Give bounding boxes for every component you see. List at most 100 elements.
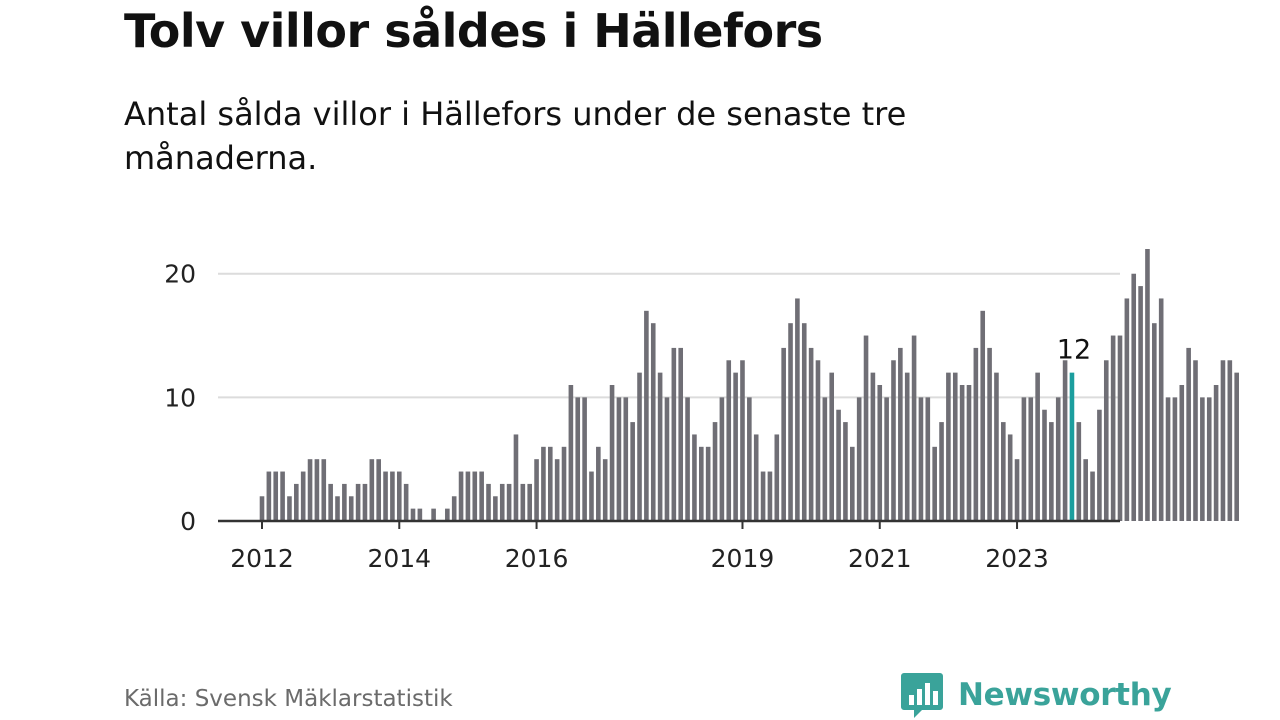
bar bbox=[1069, 372, 1075, 521]
bar bbox=[1097, 409, 1102, 521]
bar bbox=[499, 483, 505, 521]
bar bbox=[541, 446, 546, 521]
bar bbox=[939, 422, 944, 521]
bar bbox=[1193, 360, 1198, 521]
bar bbox=[417, 508, 423, 521]
bar bbox=[698, 446, 704, 521]
bar bbox=[527, 483, 532, 521]
bar bbox=[740, 360, 745, 521]
bar bbox=[479, 471, 484, 521]
bar bbox=[493, 496, 498, 521]
bar bbox=[465, 471, 471, 521]
bar bbox=[403, 483, 409, 521]
bar bbox=[829, 372, 835, 521]
bar bbox=[891, 360, 896, 521]
bar bbox=[801, 323, 807, 521]
bar bbox=[712, 422, 718, 521]
bar bbox=[451, 496, 457, 521]
bar bbox=[1007, 434, 1013, 521]
source-note: Källa: Svensk Mäklarstatistik bbox=[124, 686, 453, 712]
bar bbox=[1158, 298, 1164, 521]
bar bbox=[1110, 335, 1116, 521]
bar bbox=[650, 323, 656, 521]
bar bbox=[719, 397, 725, 521]
bar bbox=[1227, 360, 1233, 521]
bar bbox=[300, 471, 306, 521]
chart-title: Tolv villor såldes i Hällefors bbox=[124, 4, 823, 58]
bar bbox=[781, 347, 786, 521]
bar bbox=[692, 434, 697, 521]
bar bbox=[808, 347, 814, 521]
bar-chart-speech-bubble-icon bbox=[901, 673, 943, 718]
bar bbox=[1165, 397, 1171, 521]
y-tick-label: 10 bbox=[164, 383, 196, 412]
bar bbox=[1055, 397, 1061, 521]
bar bbox=[980, 310, 986, 521]
bar bbox=[1186, 347, 1191, 521]
bar bbox=[856, 397, 862, 521]
bar bbox=[1124, 298, 1130, 521]
bar bbox=[568, 385, 574, 521]
bar bbox=[1062, 360, 1068, 521]
bar bbox=[850, 446, 855, 521]
bar bbox=[396, 471, 402, 521]
bar bbox=[554, 459, 560, 521]
bar bbox=[925, 397, 931, 521]
bar bbox=[1001, 422, 1006, 521]
bar bbox=[1213, 385, 1219, 521]
bar bbox=[410, 508, 416, 521]
bar bbox=[815, 360, 821, 521]
bar bbox=[458, 471, 464, 521]
bar bbox=[1103, 360, 1109, 521]
bar bbox=[547, 446, 553, 521]
bar bbox=[445, 508, 450, 521]
bar bbox=[788, 323, 793, 521]
brand-logo: Newsworthy bbox=[900, 670, 1172, 720]
bar bbox=[966, 385, 972, 521]
bar bbox=[1049, 422, 1054, 521]
bar bbox=[1028, 397, 1034, 521]
bar bbox=[987, 347, 992, 521]
bar bbox=[431, 508, 436, 521]
bar bbox=[294, 483, 299, 521]
bar bbox=[623, 397, 629, 521]
bar-chart: 0 10 20 2012 2014 2016 2019 2021 2023 12 bbox=[164, 249, 1239, 573]
bar bbox=[795, 298, 800, 521]
bar bbox=[506, 483, 512, 521]
bar bbox=[932, 446, 937, 521]
bar bbox=[898, 347, 903, 521]
bar bbox=[973, 347, 979, 521]
bar bbox=[1172, 397, 1178, 521]
bar bbox=[1200, 397, 1205, 521]
bar bbox=[877, 385, 883, 521]
bar bbox=[486, 483, 491, 521]
y-tick-label: 0 bbox=[180, 507, 196, 536]
x-tick-label: 2012 bbox=[230, 544, 294, 573]
brand-name: Newsworthy bbox=[958, 677, 1172, 713]
data-label: 12 bbox=[1057, 335, 1091, 366]
bar bbox=[952, 372, 958, 521]
bar bbox=[596, 446, 601, 521]
bar bbox=[959, 385, 965, 521]
bar bbox=[472, 471, 478, 521]
bar bbox=[589, 471, 594, 521]
bar bbox=[747, 397, 752, 521]
x-tick-label: 2021 bbox=[848, 544, 912, 573]
bar bbox=[637, 372, 642, 521]
bar bbox=[1117, 335, 1123, 521]
bar bbox=[733, 372, 738, 521]
bar bbox=[582, 397, 587, 521]
bar bbox=[390, 471, 395, 521]
chart-subtitle: Antal sålda villor i Hällefors under de … bbox=[124, 95, 907, 177]
x-tick-label: 2014 bbox=[367, 544, 431, 573]
bar bbox=[266, 471, 272, 521]
bar bbox=[602, 459, 608, 521]
bar bbox=[1090, 471, 1095, 521]
bar bbox=[1206, 397, 1212, 521]
bar bbox=[520, 483, 526, 521]
bar bbox=[1145, 249, 1150, 521]
bar bbox=[644, 310, 649, 521]
bar bbox=[369, 459, 375, 521]
bar bbox=[884, 397, 889, 521]
bar bbox=[685, 397, 690, 521]
